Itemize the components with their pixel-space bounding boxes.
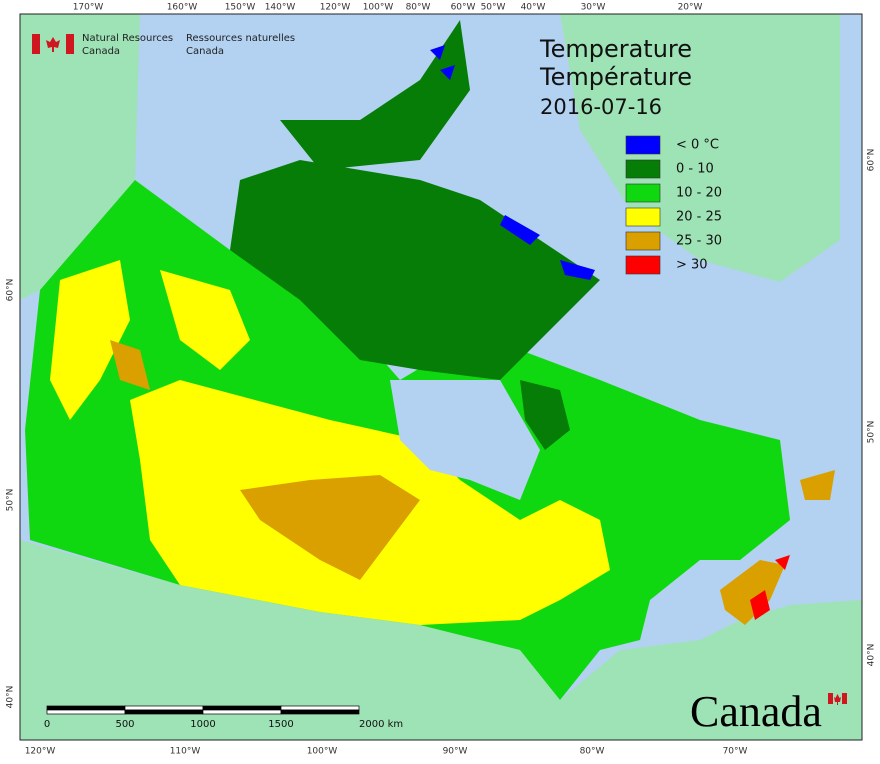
date: 2016-07-16 xyxy=(540,95,662,119)
scale-segment xyxy=(202,705,282,711)
longitude-label: 80°W xyxy=(580,747,605,757)
flag-bar xyxy=(66,34,74,54)
longitude-label: 120°W xyxy=(320,3,351,13)
agency-name: Canada xyxy=(82,46,120,57)
longitude-label: 90°W xyxy=(443,747,468,757)
latitude-label: 60°N xyxy=(6,279,16,302)
region xyxy=(520,380,570,450)
legend-label: 25 - 30 xyxy=(676,234,722,249)
longitude-label: 160°W xyxy=(167,3,198,13)
scale-segment xyxy=(46,709,126,715)
land xyxy=(20,14,862,740)
longitude-label: 100°W xyxy=(307,747,338,757)
agency-name: Canada xyxy=(186,46,224,57)
title: Température xyxy=(539,63,692,91)
map-frame xyxy=(19,13,863,741)
title: Temperature xyxy=(539,35,692,63)
region xyxy=(230,160,600,380)
scale-segment xyxy=(124,705,204,711)
longitude-label: 120°W xyxy=(25,747,56,757)
region xyxy=(775,555,790,570)
wordmark: Canada xyxy=(690,687,822,736)
region xyxy=(500,215,540,245)
region xyxy=(720,560,785,625)
region xyxy=(560,260,595,280)
temperature-regions xyxy=(25,20,835,700)
scale-label: 1500 xyxy=(268,719,293,730)
scale-segment xyxy=(124,709,204,715)
united-states xyxy=(20,540,862,740)
agency-name: Ressources naturelles xyxy=(186,33,295,44)
region xyxy=(750,590,770,620)
region xyxy=(440,65,455,80)
legend-swatch xyxy=(625,207,661,227)
legend-swatch xyxy=(625,159,661,179)
legend-swatch xyxy=(625,255,661,275)
region xyxy=(160,270,250,370)
longitude-label: 40°W xyxy=(521,3,546,13)
longitude-label: 70°W xyxy=(723,747,748,757)
legend-label: 0 - 10 xyxy=(676,162,714,177)
scale-label: 0 xyxy=(44,719,50,730)
flag-bar xyxy=(842,693,847,704)
region xyxy=(110,340,150,390)
region xyxy=(280,20,470,170)
latitude-label: 40°N xyxy=(6,686,16,709)
legend-label: > 30 xyxy=(676,258,708,273)
legend-swatch xyxy=(625,231,661,251)
wordmark-flag xyxy=(828,693,847,705)
legend-swatch xyxy=(625,135,661,155)
longitude-label: 170°W xyxy=(73,3,104,13)
longitude-label: 60°W xyxy=(451,3,476,13)
scale-label: 1000 xyxy=(190,719,215,730)
flag-bar xyxy=(828,693,833,704)
region xyxy=(430,45,445,60)
legend-label: 20 - 25 xyxy=(676,210,722,225)
maple-leaf xyxy=(834,694,841,705)
region xyxy=(800,470,835,500)
longitude-label: 30°W xyxy=(581,3,606,13)
longitude-label: 20°W xyxy=(678,3,703,13)
agency-name: Natural Resources xyxy=(82,33,173,44)
longitude-label: 80°W xyxy=(406,3,431,13)
legend-swatch xyxy=(625,183,661,203)
longitude-label: 150°W xyxy=(225,3,256,13)
scale-segment xyxy=(202,709,282,715)
longitude-label: 140°W xyxy=(265,3,296,13)
latitude-label: 50°N xyxy=(867,421,877,444)
alaska xyxy=(20,14,140,300)
latitude-label: 50°N xyxy=(6,489,16,512)
greenland xyxy=(560,14,840,282)
latitude-label: 60°N xyxy=(867,149,877,172)
logo xyxy=(32,34,74,54)
region xyxy=(50,260,130,420)
longitude-label: 100°W xyxy=(363,3,394,13)
maple-leaf xyxy=(46,37,60,52)
scale-segment xyxy=(280,705,360,711)
longitude-label: 50°W xyxy=(481,3,506,13)
scale-segment xyxy=(280,709,360,715)
latitude-label: 40°N xyxy=(867,644,877,667)
scale-segment xyxy=(46,705,126,711)
legend-label: < 0 °C xyxy=(676,138,719,153)
longitude-label: 110°W xyxy=(170,747,201,757)
scale-label: 500 xyxy=(115,719,134,730)
flag-bar xyxy=(32,34,40,54)
region xyxy=(240,475,420,580)
hudson-bay xyxy=(390,380,540,500)
scale-label: 2000 km xyxy=(359,719,403,730)
legend-label: 10 - 20 xyxy=(676,186,722,201)
